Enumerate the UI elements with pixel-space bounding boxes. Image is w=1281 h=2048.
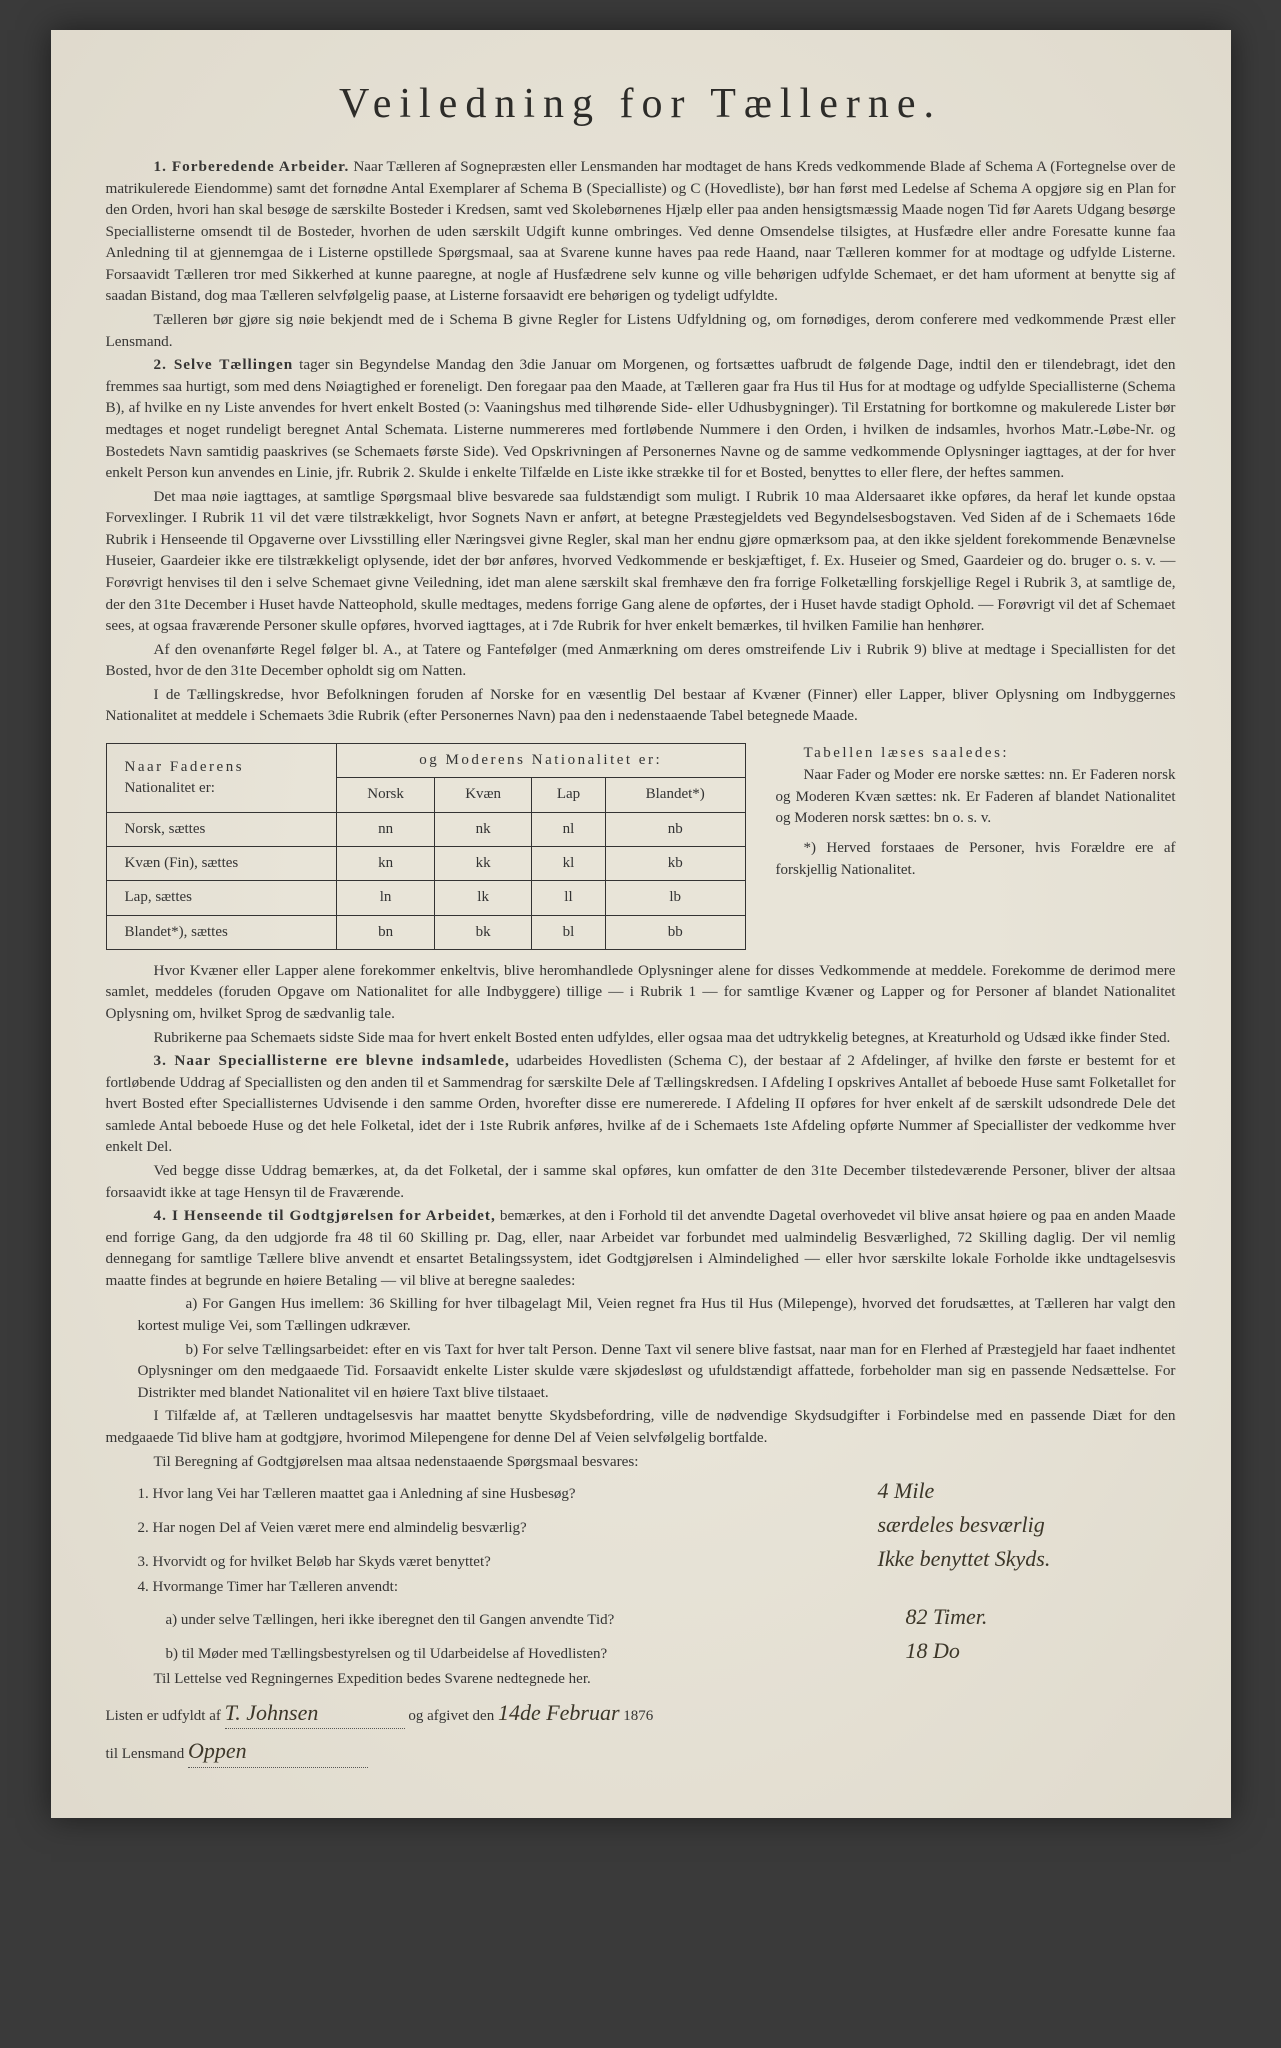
section-4: 4. I Henseende til Godtgjørelsen for Arb… [106, 1205, 1176, 1291]
section-2-head: 2. Selve Tællingen [154, 356, 294, 373]
section-1-text: Naar Tælleren af Sognepræsten eller Lens… [106, 158, 1176, 304]
question-4b: b) til Møder med Tællingsbestyrelsen og … [106, 1643, 886, 1666]
section-1-head: 1. Forberedende Arbeider. [154, 158, 350, 175]
table-side-line2: Naar Fader og Moder ere norske sættes: n… [776, 765, 1176, 830]
table-corner: Naar Faderens Nationalitet er: [106, 744, 336, 813]
answer-4a: 82 Timer. [886, 1600, 1176, 1634]
section-4-text3: Til Beregning af Godtgjørelsen maa altsa… [106, 1451, 1176, 1473]
signature-date: 14de Februar [498, 1700, 620, 1725]
section-2-text: tager sin Begyndelse Mandag den 3die Jan… [106, 356, 1176, 481]
section-4-b: b) For selve Tællingsarbeidet: efter en … [106, 1339, 1176, 1404]
section-2-text3: Af den ovenanførte Regel følger bl. A., … [106, 639, 1176, 682]
after-table-1: Hvor Kvæner eller Lapper alene forekomme… [106, 960, 1176, 1025]
table-row: Lap, sættes ln lk ll lb [106, 881, 745, 915]
section-2: 2. Selve Tællingen tager sin Begyndelse … [106, 354, 1176, 483]
nationality-table: Naar Faderens Nationalitet er: og Modere… [106, 743, 746, 950]
after-table-2: Rubrikerne paa Schemaets sidste Side maa… [106, 1027, 1176, 1049]
table-side-line1: Tabellen læses saaledes: [776, 743, 1176, 765]
table-row: Blandet*), sættes bn bk bl bb [106, 915, 745, 949]
answer-4b: 18 Do [886, 1634, 1176, 1668]
page-title: Veiledning for Tællerne. [106, 80, 1176, 128]
section-2-text4: I de Tællingskredse, hvor Befolkningen f… [106, 684, 1176, 727]
answer-3: Ikke benyttet Skyds. [858, 1542, 1176, 1576]
question-1: 1. Hvor lang Vei har Tælleren maattet ga… [106, 1483, 858, 1506]
questions-footer: Til Lettelse ved Regningernes Expedition… [106, 1668, 1176, 1691]
answer-2: særdeles besværlig [858, 1508, 1176, 1542]
section-3-text2: Ved begge disse Uddrag bemærkes, at, da … [106, 1160, 1176, 1203]
signature-line-1: Listen er udfyldt af T. Johnsen og afgiv… [106, 1697, 1176, 1729]
table-row: Kvæn (Fin), sættes kn kk kl kb [106, 846, 745, 880]
question-4a: a) under selve Tællingen, heri ikke iber… [106, 1609, 886, 1632]
questions-block: 1. Hvor lang Vei har Tælleren maattet ga… [106, 1474, 1176, 1691]
section-4-text2: I Tilfælde af, at Tælleren undtagelsesvi… [106, 1405, 1176, 1448]
signature-line-2: til Lensmand Oppen [106, 1735, 1176, 1767]
question-3: 3. Hvorvidt og for hvilket Beløb har Sky… [106, 1551, 858, 1574]
answer-1: 4 Mile [858, 1474, 1176, 1508]
signature-name: T. Johnsen [225, 1700, 319, 1725]
section-1-text2: Tælleren bør gjøre sig nøie bekjendt med… [106, 309, 1176, 352]
body-text: 1. Forberedende Arbeider. Naar Tælleren … [106, 156, 1176, 1768]
table-side-line3: *) Herved forstaaes de Personer, hvis Fo… [776, 838, 1176, 882]
section-3: 3. Naar Speciallisterne ere blevne indsa… [106, 1050, 1176, 1158]
table-side-text: Tabellen læses saaledes: Naar Fader og M… [776, 729, 1176, 882]
table-row: Norsk, sættes nn nk nl nb [106, 812, 745, 846]
document-page: Veiledning for Tællerne. 1. Forberedende… [51, 30, 1231, 1818]
section-2-text2: Det maa nøie iagttages, at samtlige Spør… [106, 486, 1176, 637]
section-1: 1. Forberedende Arbeider. Naar Tælleren … [106, 156, 1176, 307]
section-3-head: 3. Naar Speciallisterne ere blevne indsa… [154, 1052, 510, 1069]
section-4-head: 4. I Henseende til Godtgjørelsen for Arb… [154, 1207, 496, 1224]
question-4: 4. Hvormange Timer har Tælleren anvendt: [106, 1576, 858, 1599]
signature-lensmand: Oppen [188, 1738, 247, 1763]
question-2: 2. Har nogen Del af Veien været mere end… [106, 1517, 858, 1540]
section-4-a: a) For Gangen Hus imellem: 36 Skilling f… [106, 1293, 1176, 1336]
table-header-top: og Moderens Nationalitet er: [336, 744, 745, 778]
